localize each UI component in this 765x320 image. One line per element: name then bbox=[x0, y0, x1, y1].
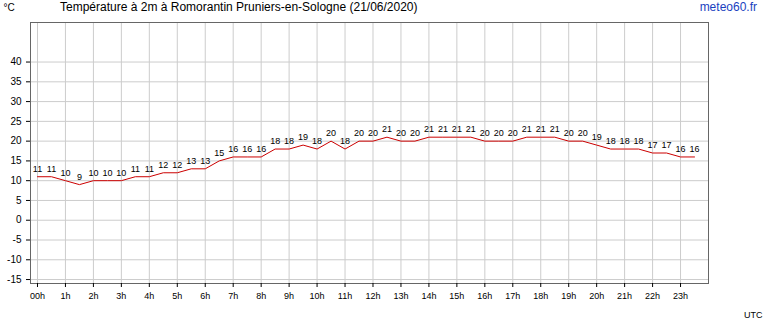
svg-text:18: 18 bbox=[284, 136, 294, 146]
svg-text:12h: 12h bbox=[365, 291, 380, 301]
svg-text:20: 20 bbox=[10, 135, 22, 146]
svg-text:22h: 22h bbox=[645, 291, 660, 301]
svg-text:11: 11 bbox=[145, 164, 154, 174]
svg-text:21: 21 bbox=[522, 124, 532, 134]
svg-text:14h: 14h bbox=[421, 291, 436, 301]
svg-text:40: 40 bbox=[10, 56, 22, 67]
svg-text:16: 16 bbox=[242, 144, 252, 154]
svg-text:20h: 20h bbox=[589, 291, 604, 301]
svg-text:00h: 00h bbox=[30, 291, 45, 301]
svg-text:30: 30 bbox=[10, 96, 22, 107]
svg-text:°C: °C bbox=[4, 2, 15, 13]
svg-text:10: 10 bbox=[102, 168, 112, 178]
svg-text:2h: 2h bbox=[88, 291, 98, 301]
svg-text:13: 13 bbox=[186, 156, 196, 166]
svg-text:10h: 10h bbox=[310, 291, 325, 301]
svg-text:20: 20 bbox=[410, 128, 420, 138]
svg-text:10: 10 bbox=[88, 168, 98, 178]
svg-text:9: 9 bbox=[77, 172, 82, 182]
svg-text:9h: 9h bbox=[284, 291, 294, 301]
svg-text:16: 16 bbox=[256, 144, 266, 154]
svg-text:13h: 13h bbox=[393, 291, 408, 301]
svg-text:-10: -10 bbox=[7, 254, 22, 265]
svg-text:-15: -15 bbox=[7, 274, 22, 285]
svg-text:20: 20 bbox=[326, 128, 336, 138]
svg-text:18: 18 bbox=[312, 136, 322, 146]
svg-text:17: 17 bbox=[648, 140, 658, 150]
svg-text:18: 18 bbox=[620, 136, 630, 146]
svg-text:8h: 8h bbox=[256, 291, 266, 301]
svg-text:18: 18 bbox=[340, 136, 350, 146]
svg-text:18: 18 bbox=[270, 136, 280, 146]
html-text:meteo60.fr: meteo60.fr bbox=[699, 0, 757, 14]
svg-text:17: 17 bbox=[662, 140, 672, 150]
svg-text:11h: 11h bbox=[338, 291, 352, 301]
svg-text:20: 20 bbox=[494, 128, 504, 138]
svg-text:23h: 23h bbox=[673, 291, 688, 301]
svg-text:18h: 18h bbox=[533, 291, 548, 301]
svg-text:15: 15 bbox=[10, 155, 22, 166]
svg-text:20: 20 bbox=[368, 128, 378, 138]
svg-text:21: 21 bbox=[550, 124, 560, 134]
svg-text:0: 0 bbox=[16, 214, 22, 225]
svg-text:19h: 19h bbox=[561, 291, 576, 301]
svg-text:21: 21 bbox=[536, 124, 546, 134]
svg-text:-5: -5 bbox=[13, 234, 22, 245]
svg-text:12: 12 bbox=[158, 160, 168, 170]
svg-text:15: 15 bbox=[214, 148, 224, 158]
svg-text:12: 12 bbox=[172, 160, 182, 170]
svg-text:5: 5 bbox=[16, 195, 22, 206]
svg-text:7h: 7h bbox=[228, 291, 238, 301]
svg-text:5h: 5h bbox=[172, 291, 182, 301]
svg-text:21h: 21h bbox=[617, 291, 632, 301]
svg-text:21: 21 bbox=[466, 124, 476, 134]
svg-text:17h: 17h bbox=[505, 291, 520, 301]
svg-text:11: 11 bbox=[47, 164, 56, 174]
svg-text:18: 18 bbox=[606, 136, 616, 146]
svg-text:10: 10 bbox=[60, 168, 70, 178]
svg-text:16h: 16h bbox=[477, 291, 492, 301]
svg-text:20: 20 bbox=[354, 128, 364, 138]
svg-text:21: 21 bbox=[424, 124, 434, 134]
svg-text:15h: 15h bbox=[449, 291, 464, 301]
svg-text:UTC: UTC bbox=[744, 310, 763, 320]
svg-text:6h: 6h bbox=[200, 291, 210, 301]
svg-text:35: 35 bbox=[10, 76, 22, 87]
svg-text:1h: 1h bbox=[60, 291, 70, 301]
svg-text:10: 10 bbox=[116, 168, 126, 178]
svg-text:11: 11 bbox=[131, 164, 140, 174]
svg-text:18: 18 bbox=[634, 136, 644, 146]
svg-text:21: 21 bbox=[382, 124, 392, 134]
svg-text:13: 13 bbox=[200, 156, 210, 166]
svg-text:21: 21 bbox=[438, 124, 448, 134]
svg-text:21: 21 bbox=[452, 124, 462, 134]
svg-text:20: 20 bbox=[578, 128, 588, 138]
svg-text:20: 20 bbox=[564, 128, 574, 138]
svg-text:11: 11 bbox=[33, 164, 42, 174]
svg-text:16: 16 bbox=[228, 144, 238, 154]
svg-text:10: 10 bbox=[10, 175, 22, 186]
svg-text:19: 19 bbox=[592, 132, 602, 142]
svg-text:3h: 3h bbox=[116, 291, 126, 301]
svg-text:20: 20 bbox=[508, 128, 518, 138]
html-text:Température à 2m à Romorantin: Température à 2m à Romorantin Pruniers-e… bbox=[60, 0, 418, 14]
svg-text:16: 16 bbox=[676, 144, 686, 154]
svg-text:4h: 4h bbox=[144, 291, 154, 301]
svg-text:16: 16 bbox=[690, 144, 700, 154]
svg-text:19: 19 bbox=[298, 132, 308, 142]
svg-text:25: 25 bbox=[10, 116, 22, 127]
svg-text:20: 20 bbox=[396, 128, 406, 138]
svg-text:20: 20 bbox=[480, 128, 490, 138]
